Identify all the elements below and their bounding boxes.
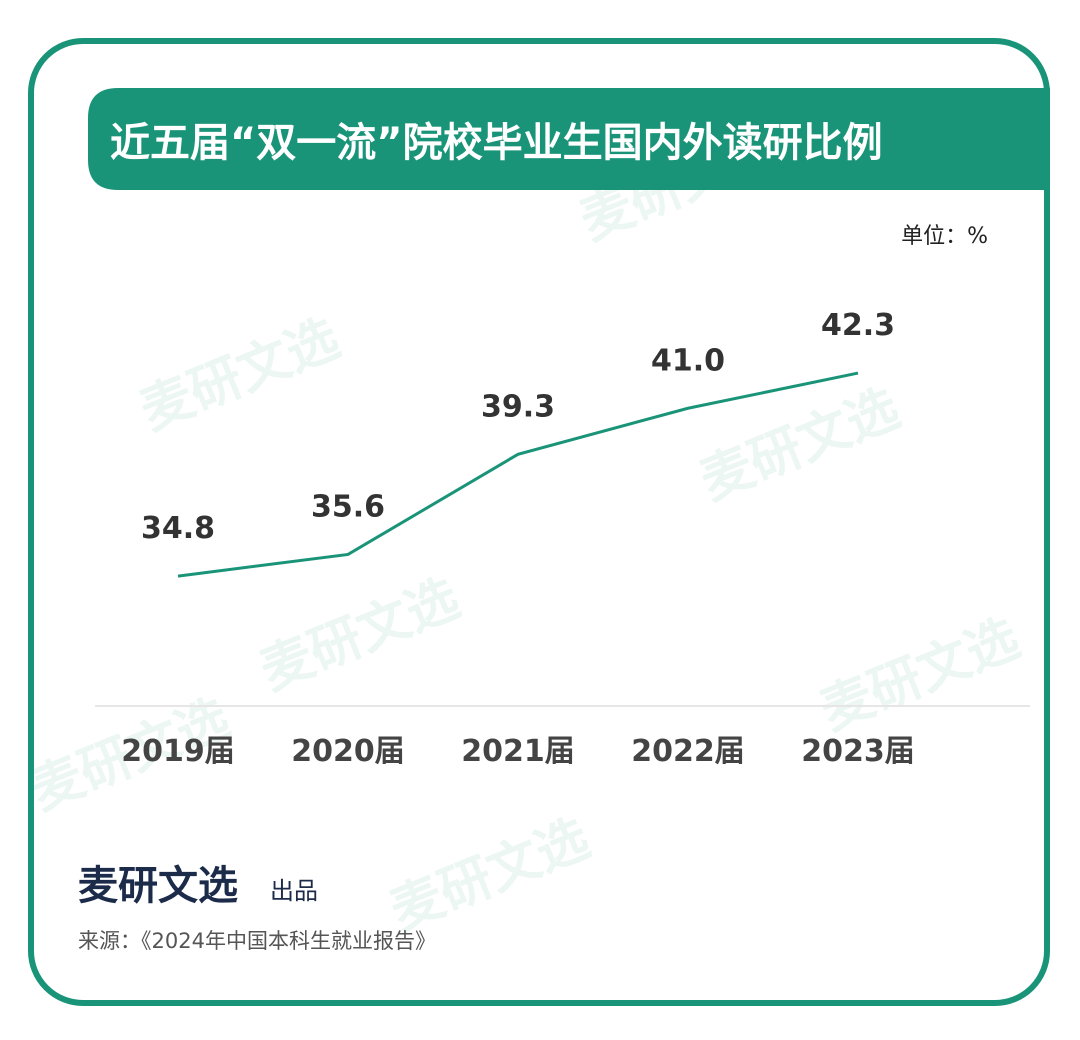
brand: 麦研文选 [78,863,238,909]
data-line [177,371,859,578]
x-tick-label: 2021届 [461,734,575,769]
x-tick-label: 2019届 [121,734,235,769]
value-label: 42.3 [821,308,895,343]
chart-title: 近五届“双一流”院校毕业生国内外读研比例 [110,120,883,166]
value-label: 41.0 [651,343,725,378]
brand-suffix: 出品 [270,877,318,905]
x-tick-label: 2020届 [291,734,405,769]
value-label: 35.6 [311,489,385,524]
title-banner [88,88,1050,190]
unit-label: 单位：% [901,224,988,249]
value-label: 39.3 [481,389,555,424]
source: 来源：《2024年中国本科生就业报告》 [78,929,436,953]
x-tick-label: 2023届 [801,734,915,769]
value-label: 34.8 [141,511,215,546]
card-border [28,38,1050,1006]
x-tick-label: 2022届 [631,734,745,769]
